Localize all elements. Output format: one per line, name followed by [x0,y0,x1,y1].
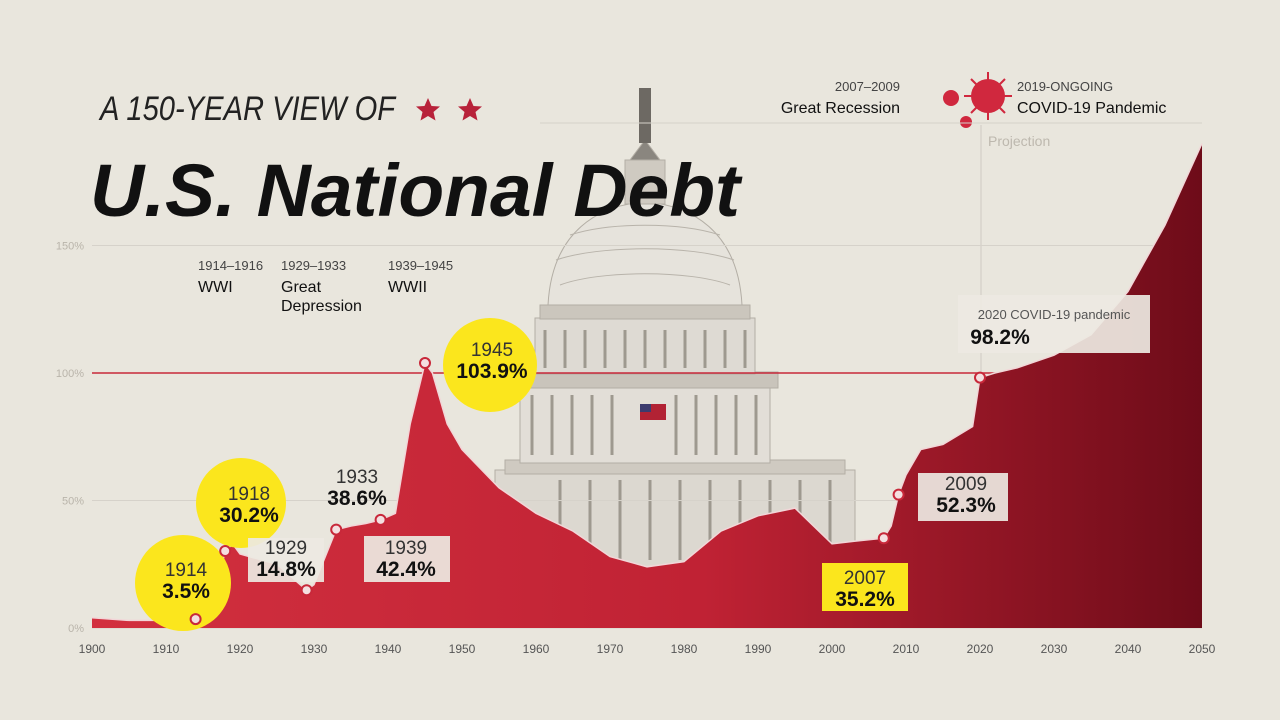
event-name: Great Depression [281,279,362,315]
star-icon [416,98,440,121]
x-tick-label: 1940 [375,642,402,656]
x-tick-label: 1980 [671,642,698,656]
star-icon [458,98,482,121]
label-box [958,295,1150,353]
annotation-caption: 2020 COVID-19 pandemic [978,307,1131,322]
annotation-year: 1929 [265,538,307,559]
chart-title: U.S. National Debt [90,149,743,232]
annotation-year: 2009 [945,474,987,495]
label-box [364,536,450,582]
chart-subtitle: A 150-YEAR VIEW OF [98,90,397,128]
data-point [974,371,986,384]
projection-label: Projection [988,133,1050,149]
event-period: 1914–1916 [198,258,263,273]
x-tick-label: 2040 [1115,642,1142,656]
annotation-value: 52.3% [936,494,996,517]
data-point [219,544,232,557]
data-point [374,513,387,526]
event-name: COVID-19 Pandemic [1017,100,1166,117]
data-point [330,523,343,536]
virus-icon [943,72,1012,128]
annotation-year: 2007 [844,568,886,589]
label-box [822,563,908,611]
event-name: WWI [198,279,233,296]
annotation-year: 1945 [471,340,513,361]
y-tick-label: 50% [62,496,84,508]
annotation-year: 1914 [165,560,208,581]
annotation-value: 35.2% [835,588,895,611]
annotation-value: 103.9% [456,360,528,383]
data-point [419,357,431,370]
annotation-value: 42.4% [376,558,436,581]
x-tick-label: 1920 [227,642,254,656]
area-outline [91,143,1203,622]
data-point [189,613,202,626]
x-tick-label: 2050 [1189,642,1216,656]
label-box [248,538,324,582]
x-tick-label: 1970 [597,642,624,656]
event-period: 1939–1945 [388,258,453,273]
event-name: WWII [388,279,427,296]
x-tick-label: 1900 [79,642,106,656]
annotation-value: 14.8% [256,558,316,581]
x-tick-label: 2000 [819,642,846,656]
x-tick-label: 1910 [153,642,180,656]
y-tick-label: 100% [56,368,84,380]
annotation-year: 1918 [228,484,270,505]
x-tick-label: 1960 [523,642,550,656]
x-tick-label: 2020 [967,642,994,656]
annotation-value: 3.5% [162,580,210,603]
highlight-circle [443,318,537,412]
y-tick-label: 0% [68,623,84,635]
data-point [300,584,313,597]
y-tick-label: 150% [56,241,84,253]
annotation-value: 30.2% [219,504,279,527]
x-tick-label: 1930 [301,642,328,656]
x-tick-label: 2010 [893,642,920,656]
highlight-circle [135,535,231,631]
annotation-year: 1939 [385,538,427,559]
x-tick-label: 1990 [745,642,772,656]
x-tick-label: 2030 [1041,642,1068,656]
event-name: Great Recession [781,100,900,117]
data-point [877,532,890,545]
annotation-value: 38.6% [327,487,387,510]
event-period: 1929–1933 [281,258,346,273]
label-box [918,473,1008,521]
annotation-year: 1933 [336,467,378,488]
annotation-value: 98.2% [970,326,1030,349]
data-point [892,488,905,501]
event-period: 2007–2009 [835,79,900,94]
event-period: 2019-ONGOING [1017,79,1113,94]
highlight-circle [196,458,286,548]
x-tick-label: 1950 [449,642,476,656]
